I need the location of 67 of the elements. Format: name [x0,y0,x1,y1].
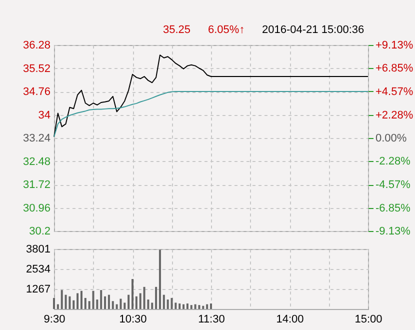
y2-tick-label: +4.57% [376,86,414,98]
bar [178,303,181,309]
bar [132,279,134,309]
x-tick-label: 15:00 [354,314,382,326]
x-tick-label: 9:30 [44,314,66,326]
bar [202,306,204,309]
y-tick-label: 36.28 [22,40,50,52]
y-tick-label: 34 [38,109,50,122]
bar [206,304,208,309]
bar [92,290,94,309]
bar [182,304,185,309]
text: 35.25 [163,24,191,36]
bar [68,296,71,309]
bar [194,304,196,309]
bar [72,300,75,309]
bar [53,298,55,309]
bar [80,290,82,309]
y-tick-label: 35.52 [22,62,50,75]
bar [104,296,106,309]
bar [162,294,165,309]
bar [124,302,126,309]
y2-tick-label: +9.13% [376,40,414,52]
y-tick-label: 31.72 [22,179,50,191]
y-tick-label: 30.2 [29,226,50,238]
bar [170,298,173,309]
line-series [54,54,368,138]
bar [100,290,102,309]
y-tick-label: 34.76 [22,86,50,98]
y2-tick-label: -9.13% [376,226,411,238]
x-tick-label: 10:30 [119,314,147,326]
y-tick-label: 32.48 [22,156,50,168]
bar [112,301,114,309]
y2-tick-label: +6.85% [376,62,414,75]
y-tick-label: 2534 [26,264,50,276]
bar [158,250,161,309]
bar [151,302,154,309]
bar [88,301,90,309]
y2-tick-label: -4.57% [376,179,411,192]
y-tick-label: 33.24 [22,132,50,144]
line-series [54,91,368,138]
y2-tick-label: -2.28% [376,156,411,168]
y-tick-label: 1267 [26,284,50,296]
y-tick-label: 3801 [26,244,50,256]
bar [64,294,67,309]
bar [190,305,192,309]
bar [155,286,158,309]
y2-tick-label: 0.00% [376,132,407,144]
bar [135,296,138,309]
bar [143,286,146,309]
bar [210,303,212,309]
bar [166,300,169,309]
y2-tick-label: -6.85% [376,202,411,214]
x-tick-label: 11:30 [198,314,225,326]
bar [56,304,59,309]
chart-title: 2016-04-21 15:00:36 [262,24,364,36]
bar [139,293,142,309]
bar [186,303,188,309]
bar [198,305,200,309]
x-tick-label: 14:00 [276,314,304,326]
bar [108,294,110,309]
bar [120,298,122,309]
bar [60,290,63,309]
bar [84,298,86,309]
y2-tick-label: +2.28% [376,109,414,122]
y-tick-label: 30.96 [22,202,50,214]
bar [76,293,79,309]
text: 6.05%↑ [208,24,245,36]
